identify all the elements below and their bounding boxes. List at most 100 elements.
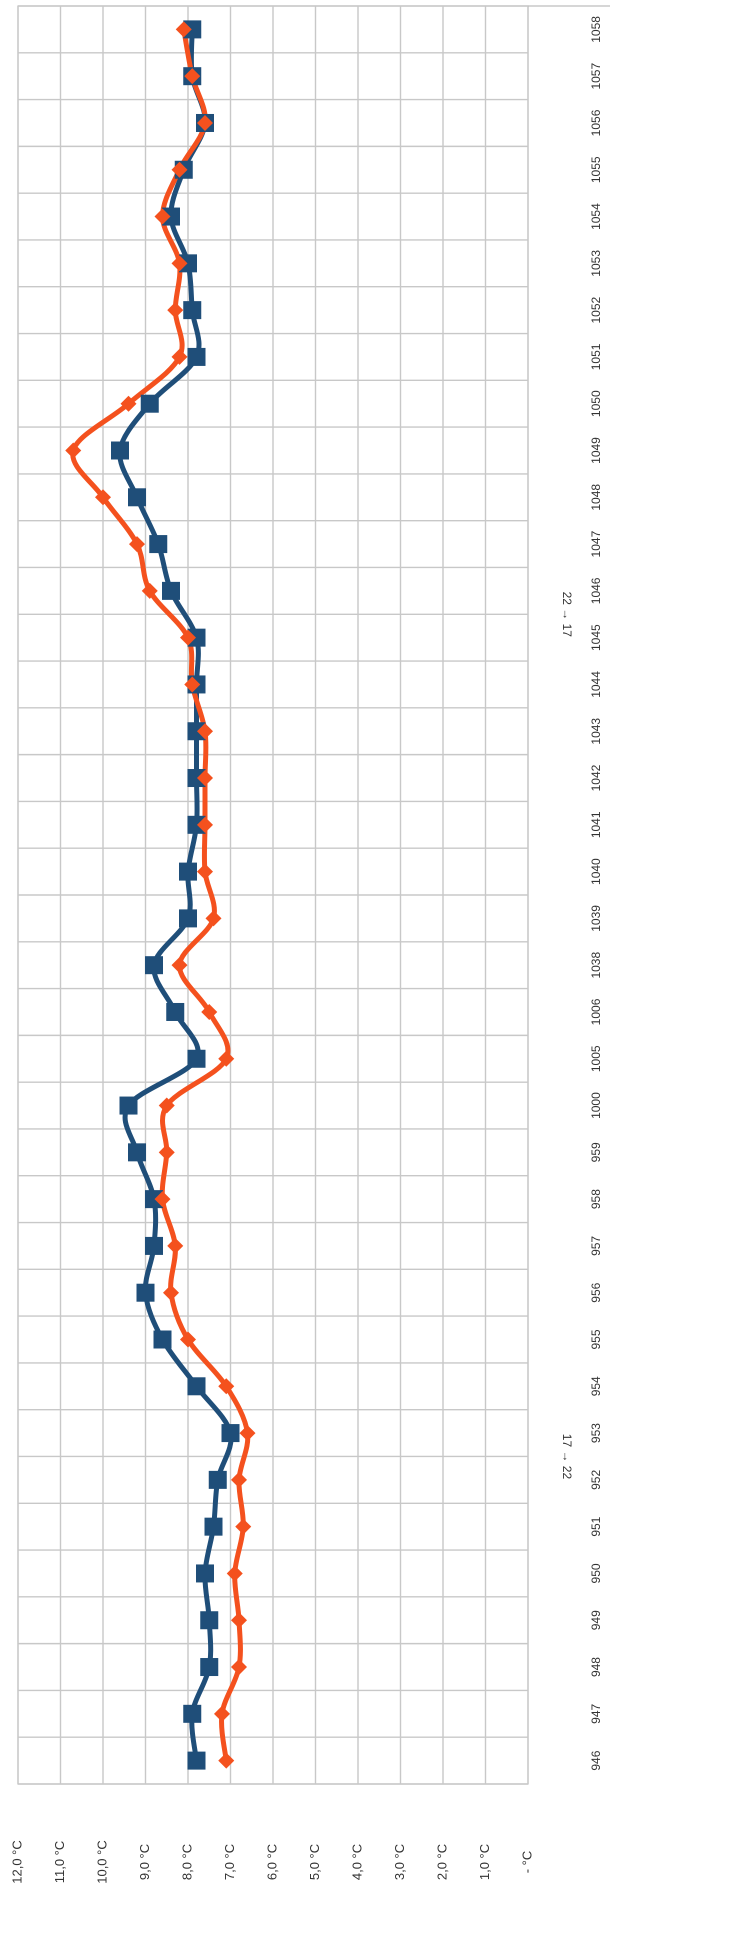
series-2-point [175,21,192,38]
category-tick-label: 1040 [589,858,603,885]
category-tick-label: 1042 [589,764,603,791]
category-tick-label: 1000 [589,1092,603,1119]
direction-annotation: 17 → 22 [560,1434,574,1480]
series-2-point [141,582,158,599]
series-1-point [183,1704,202,1723]
series-1-point [145,956,163,975]
series-1-point [145,1236,163,1255]
annotation-layer: 17 → 22 22 → 17 [560,592,574,1480]
series-2-point [218,1050,235,1067]
category-tick-label: 1055 [589,156,603,183]
series-1-point [128,488,146,507]
category-tick-label: 1050 [589,390,603,417]
category-tick-label: 957 [589,1236,603,1256]
value-tick-label: 1,0 °C [477,1844,492,1880]
category-tick-label: 956 [589,1282,603,1302]
series-1-point [221,1424,240,1443]
category-tick-label: 947 [589,1703,603,1723]
value-tick-label: 9,0 °C [137,1844,152,1880]
category-tick-label: 1048 [589,484,603,511]
series-1-point [179,254,197,273]
series-2-point [218,1378,235,1395]
series-1-point [200,1611,219,1630]
series-2-point [184,68,201,85]
series-1-point [145,1190,163,1209]
category-tick-label: 955 [589,1329,603,1349]
series-2-point [235,1518,252,1535]
grid-layer [17,5,610,1785]
category-tick-label: 949 [589,1610,603,1630]
series-1-point [166,1002,185,1021]
category-tick-label: 1043 [589,718,603,745]
series-2-point [205,910,222,927]
series-2-point [171,255,188,272]
series-layer [65,20,256,1770]
series-2-point [171,957,188,974]
series-2-point [197,770,213,787]
series-1-point [136,1283,155,1302]
series-1-point [196,1564,214,1583]
value-tick-label: 6,0 °C [264,1844,279,1880]
direction-annotation: 22 → 17 [560,592,574,638]
category-tick-label: 1039 [589,905,603,932]
series-2-point [171,348,188,365]
series-2-point [167,302,184,319]
series-2-point [201,1003,218,1020]
series-2-point [129,536,145,553]
category-tick-label: 1045 [589,624,603,651]
series-1-point [187,722,206,741]
series-1-point [179,862,197,881]
series-2-point [120,395,137,412]
series-1-point [149,535,168,554]
series-1-point [179,909,197,928]
category-tick-label: 958 [589,1189,603,1209]
series-1-point [208,1470,227,1489]
value-tick-label: 4,0 °C [349,1844,364,1880]
series-1-point [153,1330,172,1349]
series-1-point [128,1143,146,1162]
category-tick-label: 1056 [589,109,603,136]
category-tick-label: 948 [589,1657,603,1677]
series-1-point [204,1517,223,1536]
value-tick-label: 2,0 °C [434,1844,449,1880]
series-2-point [180,1331,196,1348]
category-tick-label: 950 [589,1563,603,1583]
category-tick-label: 952 [589,1470,603,1490]
series-1-point [183,301,202,320]
series-2-point [197,723,213,740]
category-tick-label: 1044 [589,671,603,698]
category-tick-label: 1052 [589,296,603,323]
category-tick-label: 1041 [589,811,603,838]
series-2-point [180,629,196,646]
value-tick-label: - °C [519,1851,534,1874]
series-2-point [231,1471,247,1488]
series-2-point [239,1425,256,1442]
category-tick-label: 951 [589,1516,603,1536]
series-2-line [70,26,251,1764]
value-tick-label: 3,0 °C [392,1844,407,1880]
series-2-point [218,1752,235,1769]
category-tick-label: 1046 [589,577,603,604]
series-2-point [197,114,213,131]
series-2-point [154,1191,171,1208]
axis-layer: 946 947 948 949 950 951 952 953 954 955 956 957 958 9… [9,16,603,1884]
series-2-point [158,1097,175,1114]
series-1-point [187,1377,206,1396]
category-tick-label: 959 [589,1142,603,1162]
category-tick-label: 1053 [589,250,603,277]
series-1-point [187,1049,206,1068]
category-tick-label: 954 [589,1376,603,1396]
category-tick-label: 1058 [589,16,603,43]
series-2-point [184,676,201,693]
series-1-point [111,441,129,460]
series-2-point [171,161,188,178]
series-2-point [158,1144,175,1161]
value-tick-label: 5,0 °C [307,1844,322,1880]
value-tick-label: 7,0 °C [222,1844,237,1880]
series-1-point [183,20,202,39]
series-2-point [95,489,111,506]
series-1-point [140,394,159,413]
series-2-point [226,1565,243,1582]
